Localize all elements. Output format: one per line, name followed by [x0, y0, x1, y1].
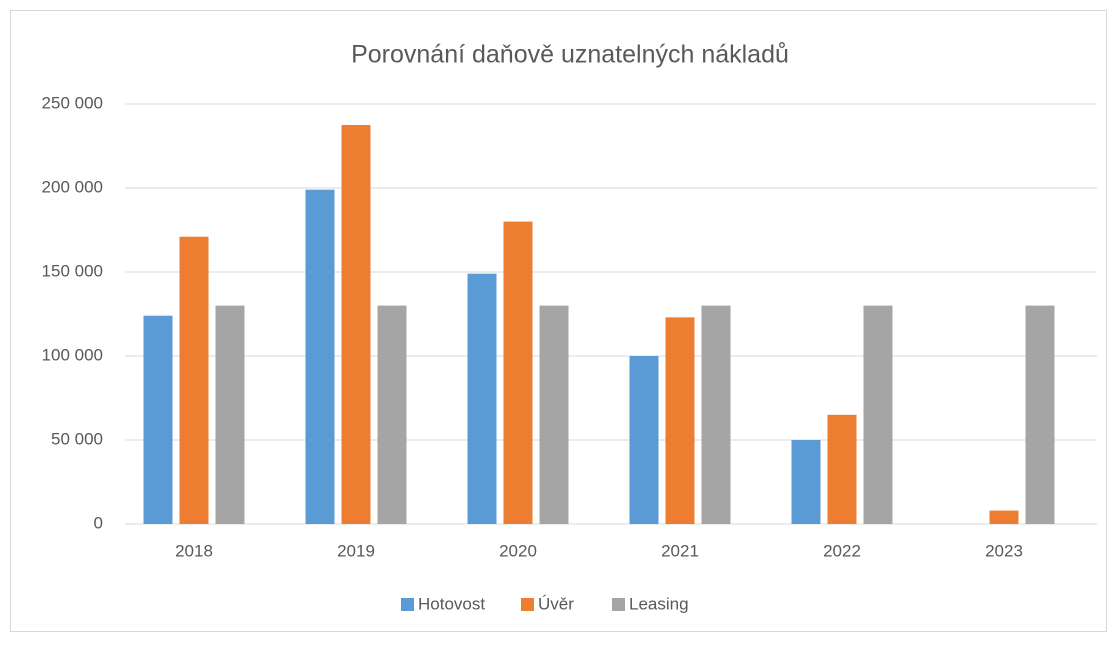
bar — [305, 189, 335, 524]
x-tick-label: 2018 — [175, 541, 213, 560]
bar — [665, 317, 695, 524]
legend-swatch — [401, 598, 414, 611]
x-tick-label: 2020 — [499, 541, 537, 560]
x-tick-label: 2019 — [337, 541, 375, 560]
legend-label: Leasing — [629, 594, 689, 613]
bar — [989, 510, 1019, 524]
x-tick-label: 2021 — [661, 541, 699, 560]
bar — [539, 305, 569, 524]
x-tick-label: 2022 — [823, 541, 861, 560]
bar — [791, 440, 821, 524]
bar — [827, 414, 857, 524]
legend-label: Hotovost — [418, 594, 485, 613]
y-tick-label: 50 000 — [51, 429, 103, 448]
x-tick-label: 2023 — [985, 541, 1023, 560]
bar — [143, 315, 173, 524]
bar — [179, 236, 209, 524]
y-tick-label: 250 000 — [42, 93, 103, 112]
bar — [341, 125, 371, 524]
bar — [701, 305, 731, 524]
y-tick-label: 0 — [94, 513, 103, 532]
legend-swatch — [521, 598, 534, 611]
bar — [215, 305, 245, 524]
bar — [629, 356, 659, 524]
y-tick-label: 150 000 — [42, 261, 103, 280]
chart-title: Porovnání daňově uznatelných nákladů — [351, 41, 789, 69]
bar — [1025, 305, 1055, 524]
y-tick-label: 100 000 — [42, 345, 103, 364]
bar — [503, 221, 533, 524]
y-tick-label: 200 000 — [42, 177, 103, 196]
bar — [467, 273, 497, 524]
bar — [377, 305, 407, 524]
legend-label: Úvěr — [538, 594, 574, 613]
legend-swatch — [612, 598, 625, 611]
bar — [863, 305, 893, 524]
